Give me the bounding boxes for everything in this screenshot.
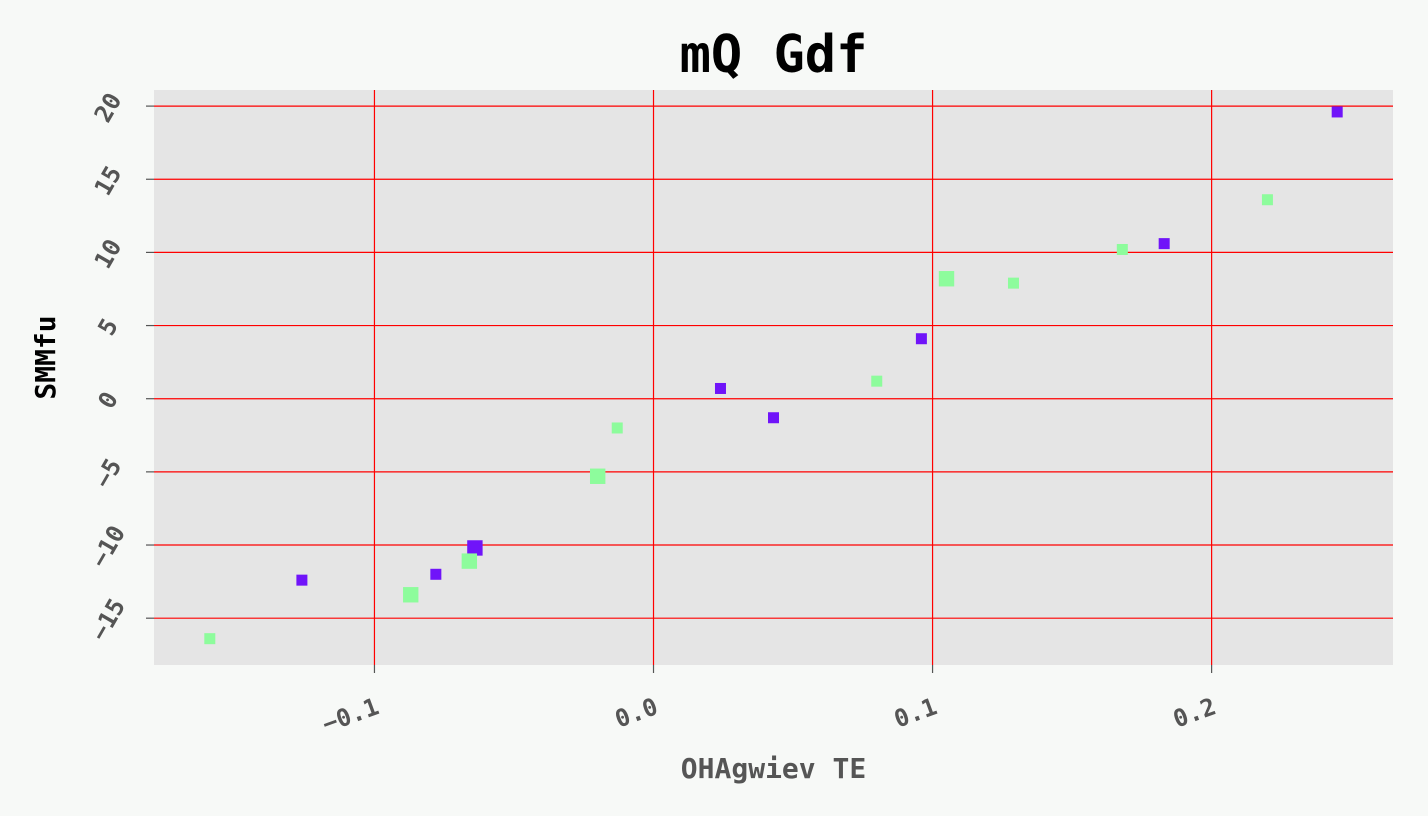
data-point [296,574,308,586]
data-point [611,422,623,434]
data-point [1158,238,1170,250]
data-point [403,587,419,603]
data-point [768,412,779,424]
y-tick-label: 0 [92,387,123,414]
y-tick-label: −5 [89,454,128,493]
x-axis-ticks: −0.1 0.0 0.1 0.2 [319,665,1220,738]
x-tick-label: 0.2 [1169,692,1219,733]
x-tick-label: 0.0 [611,692,661,733]
data-points [204,106,1343,645]
y-axis-ticks: −15 −10 −5 0 5 10 15 20 [85,88,154,645]
data-point [204,633,216,645]
x-tick-label: −0.1 [319,692,383,738]
grid-lines [154,90,1393,665]
data-point [461,553,478,569]
y-tick-label: 5 [92,314,123,341]
data-point [938,271,955,287]
data-point [915,333,927,345]
plot-area [154,90,1393,665]
data-point [1331,106,1343,118]
data-point [1007,277,1019,289]
y-tick-label: −10 [85,521,131,573]
data-point [871,375,883,387]
y-axis-label: SMMfu [29,315,62,399]
data-point [589,468,606,484]
data-point [1116,243,1128,255]
y-tick-label: 20 [89,88,128,127]
data-point [467,540,483,556]
x-tick-label: 0.1 [890,692,940,733]
y-tick-label: −15 [85,594,131,646]
chart-title: mQ Gdf [680,25,868,85]
data-point [714,382,726,394]
x-axis-label: OHAgwiev TE [681,752,866,785]
y-tick-label: 15 [89,161,128,200]
y-tick-label: 10 [89,234,128,273]
data-point [1261,194,1273,206]
data-point [430,568,442,580]
